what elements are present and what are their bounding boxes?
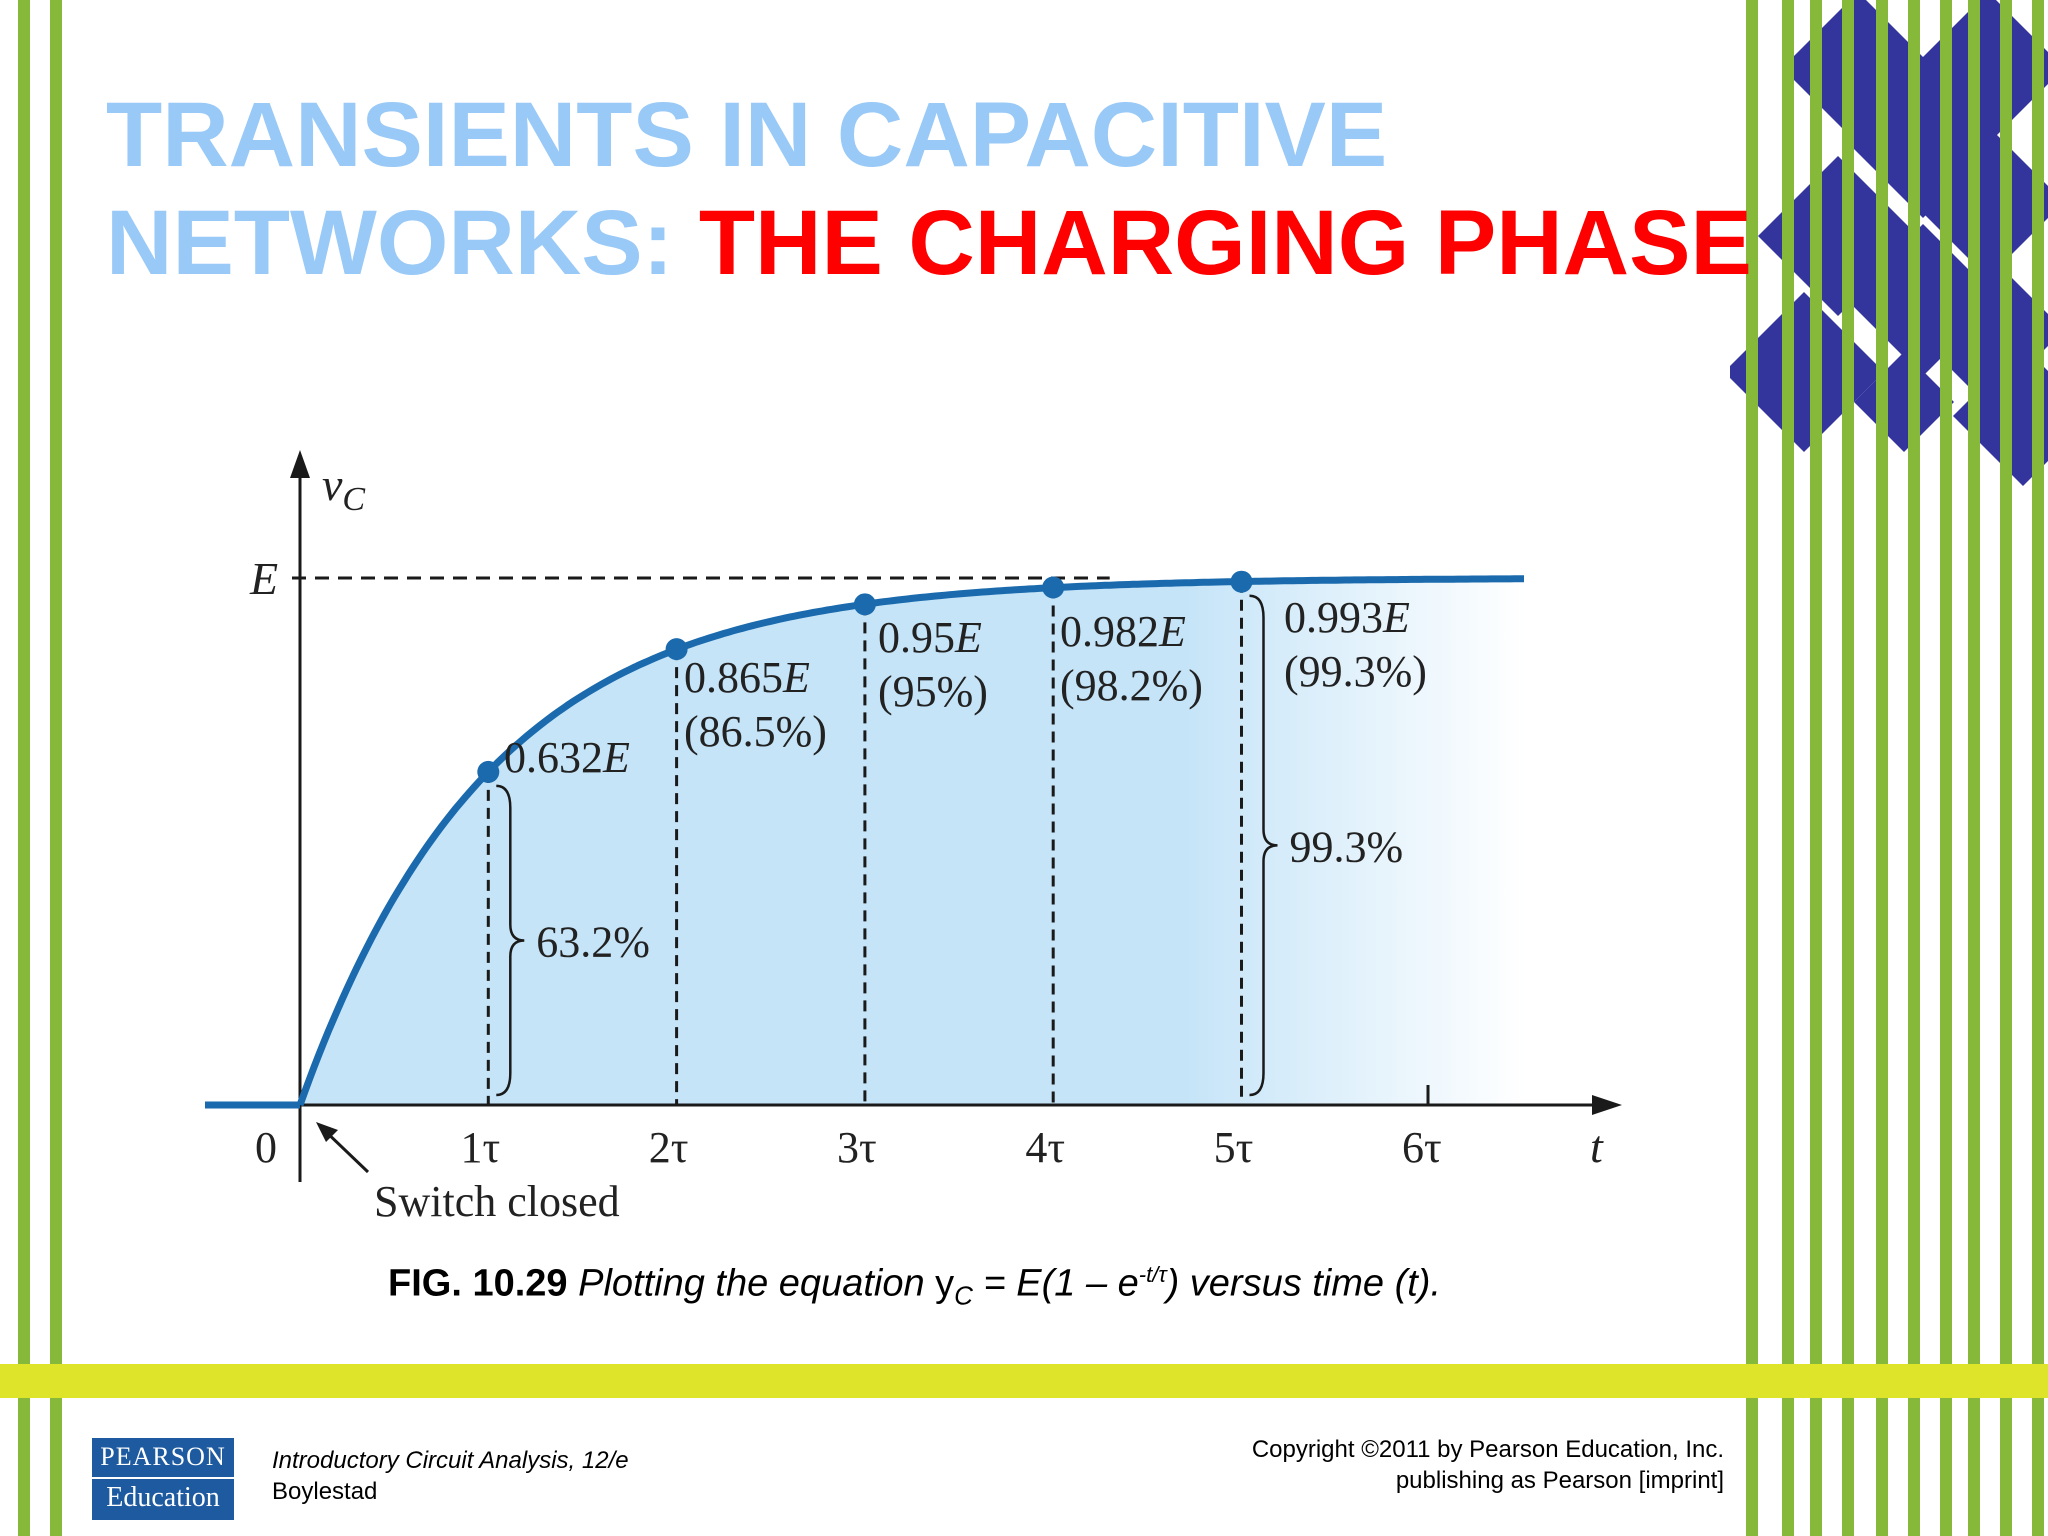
area-under-curve: [300, 578, 1524, 1105]
brace-1: [496, 784, 525, 1097]
brace-percent-label: 99.3%: [1290, 822, 1404, 871]
x-tick-label: 2τ: [649, 1123, 689, 1172]
right-stripe: [1908, 0, 1920, 1536]
copyright-line-2: publishing as Pearson [imprint]: [1395, 1467, 1724, 1494]
series-line-vc: [296, 575, 1524, 1107]
x-tick-label: 4τ: [1025, 1123, 1065, 1172]
left-stripe-1: [18, 0, 30, 1536]
point-percent-label: (86.5%): [684, 707, 827, 756]
pearson-logo: PEARSON Education: [92, 1438, 234, 1520]
fig-label: FIG. 10.29: [388, 1262, 568, 1305]
right-stripe: [1810, 0, 1822, 1536]
data-point: [853, 593, 876, 616]
point-value-label: 0.632E: [504, 733, 630, 782]
point-percent-label: (98.2%): [1060, 661, 1203, 710]
diamond-stripe-pattern: [1730, 0, 2048, 1536]
author-name: Boylestad: [272, 1478, 378, 1505]
right-stripe: [1746, 0, 1758, 1536]
origin-label: 0: [255, 1123, 277, 1172]
data-point: [477, 760, 500, 783]
brace-percent-label: 63.2%: [536, 917, 650, 966]
right-stripe: [2000, 0, 2012, 1536]
point-value-label: 0.982E: [1060, 607, 1186, 656]
point-value-label: 0.95E: [878, 613, 982, 662]
diamond-shape: [1730, 292, 1884, 452]
copyright-line-1: Copyright ©2011 by Pearson Education, In…: [1251, 1436, 1724, 1463]
right-stripe: [1842, 0, 1854, 1536]
title-text-1: TRANSIENTS IN CAPACITIVE: [106, 84, 1388, 186]
right-stripe: [1876, 0, 1888, 1536]
data-point: [1042, 576, 1065, 599]
point-percent-label: (95%): [878, 667, 988, 716]
footer-band: [0, 1364, 2048, 1398]
right-stripe: [1782, 0, 1794, 1536]
caption-text-after: ) versus time (t).: [1166, 1262, 1442, 1305]
x-tick-label: 6τ: [1402, 1123, 1442, 1172]
slide-title-line-1: TRANSIENTS IN CAPACITIVE: [106, 82, 1387, 188]
title-highlight: THE CHARGING PHASE: [698, 192, 1752, 294]
switch-closed-annotation: Switch closed: [374, 1177, 620, 1226]
x-tick-label: 1τ: [460, 1123, 500, 1172]
y-axis-label: vC: [322, 459, 365, 518]
brace-5: [1249, 594, 1278, 1097]
switch-arrow-head: [316, 1122, 338, 1142]
y-top-label: E: [249, 553, 278, 604]
point-value-label: 0.993E: [1284, 593, 1410, 642]
left-stripe-2: [50, 0, 62, 1536]
x-tick-label: 3τ: [837, 1123, 877, 1172]
x-axis-arrow: [1592, 1095, 1622, 1115]
caption-exponent: -t/τ: [1138, 1262, 1167, 1287]
data-point: [665, 638, 688, 661]
caption-var: yC: [935, 1262, 973, 1311]
x-tick-label: 5τ: [1214, 1123, 1254, 1172]
right-stripe: [1940, 0, 1952, 1536]
x-axis-label: t: [1590, 1121, 1604, 1172]
slide-title-line-2: NETWORKS: THE CHARGING PHASE: [106, 190, 1752, 296]
book-title: Introductory Circuit Analysis, 12/e: [272, 1447, 629, 1474]
point-value-label: 0.865E: [684, 653, 810, 702]
point-percent-label: (99.3%): [1284, 647, 1427, 696]
y-axis-arrow: [290, 450, 310, 478]
right-stripe: [2032, 0, 2044, 1536]
figure-caption: FIG. 10.29 Plotting the equation yC = E(…: [388, 1262, 1441, 1311]
title-prefix: NETWORKS:: [106, 192, 674, 294]
right-stripe: [1968, 0, 1980, 1536]
caption-eq-mid: = E(1 – e: [983, 1262, 1139, 1305]
decorative-pattern: [1730, 0, 2048, 1536]
caption-text-before: Plotting the equation: [578, 1262, 925, 1305]
data-point: [1230, 570, 1253, 593]
